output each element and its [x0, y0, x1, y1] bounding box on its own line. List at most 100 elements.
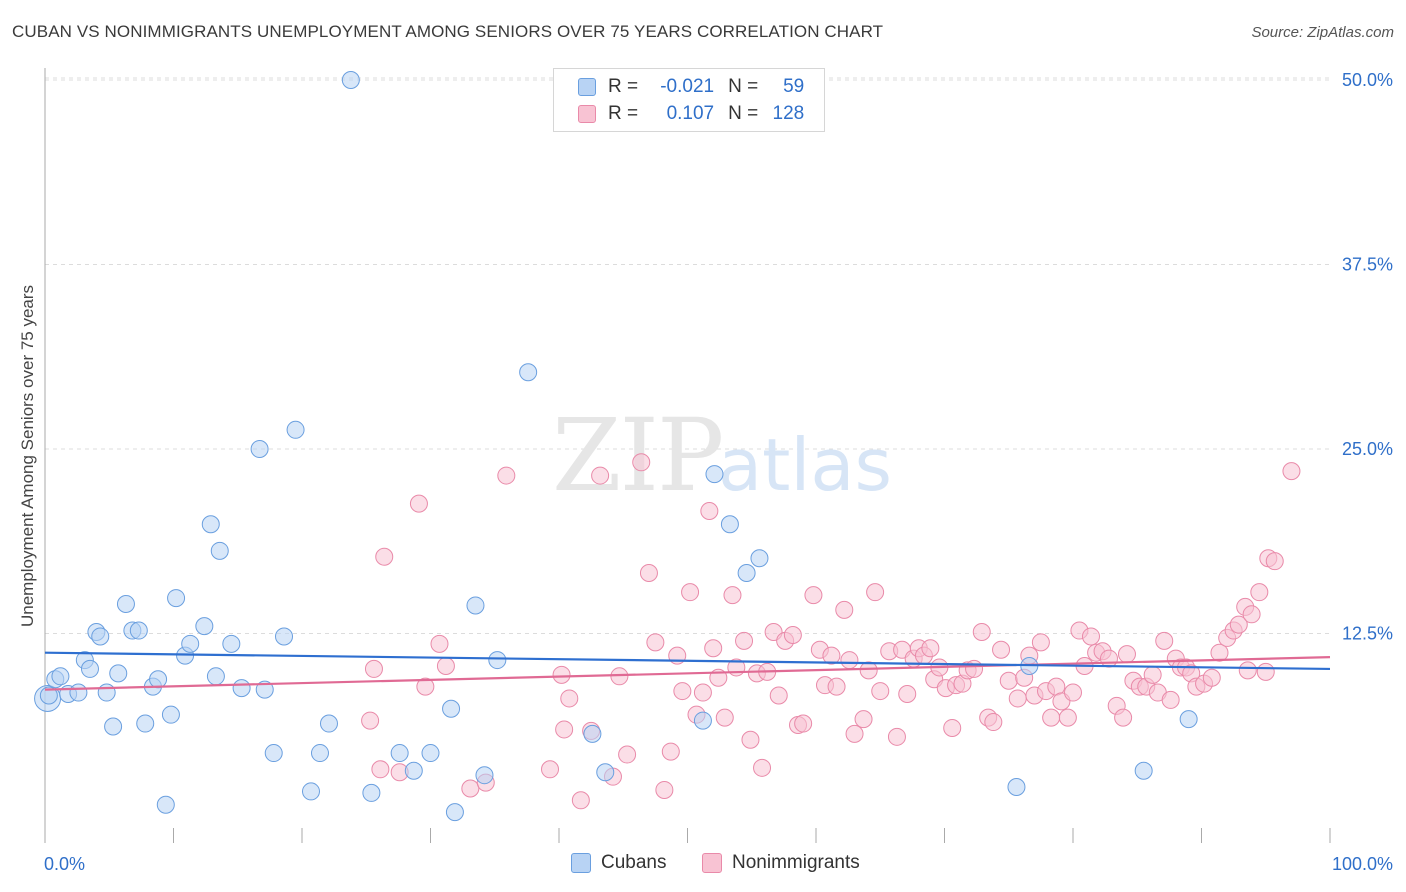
cubans-point	[109, 664, 128, 683]
cubans-point	[97, 683, 116, 702]
cubans-point	[136, 714, 155, 733]
cubans-point	[116, 594, 135, 613]
nonimmigrants-point	[827, 677, 846, 696]
nonimmigrants-point	[497, 466, 516, 485]
nonimmigrants-point	[735, 631, 754, 650]
cubans-point	[404, 761, 423, 780]
nonimmigrants-point	[1042, 708, 1061, 727]
nonimmigrants-point	[783, 625, 802, 644]
cubans-point	[1179, 710, 1198, 729]
r-label: R =	[608, 76, 639, 97]
nonimmigrants-point	[673, 682, 692, 701]
y-tick-label: 25.0%	[1342, 439, 1393, 459]
nonimmigrants-point	[859, 661, 878, 680]
cubans-point	[161, 705, 180, 724]
nonimmigrants-point	[541, 760, 560, 779]
cubans-point	[69, 683, 88, 702]
cubans-point	[250, 440, 269, 458]
cubans-point	[583, 724, 602, 743]
cubans-point	[319, 714, 338, 733]
nonimmigrants-point	[887, 727, 906, 746]
legend-row-nonimmigrants: R = 0.107 N = 128	[578, 101, 804, 127]
nonimmigrants-point	[854, 710, 873, 729]
y-axis-label: Unemployment Among Seniors over 75 years	[18, 284, 37, 628]
nonimmigrants-point	[1081, 627, 1100, 646]
correlation-legend: R = -0.021 N = 59 R = 0.107 N = 128	[553, 68, 825, 132]
nonimmigrants-point	[693, 683, 712, 702]
nonimmigrants-point	[1008, 689, 1027, 708]
cubans-point	[466, 596, 485, 615]
x-tick-label: 100.0%	[1332, 854, 1393, 874]
cubans-point	[222, 634, 241, 653]
cubans-point	[475, 766, 494, 785]
nonimmigrants-point	[1114, 708, 1133, 727]
n-label: N =	[728, 103, 759, 124]
cubans-point	[195, 617, 214, 636]
nonimmigrants-point	[436, 656, 455, 675]
nonimmigrants-point	[965, 659, 984, 678]
nonimmigrants-point	[972, 623, 991, 642]
cubans-point	[693, 711, 712, 730]
nonimmigrants-point	[371, 760, 390, 779]
cubans-point	[442, 699, 461, 718]
r-value: 0.107	[666, 103, 715, 124]
nonimmigrants-trend-line	[44, 656, 1331, 691]
cubans-point	[255, 680, 274, 699]
cubans-point	[720, 515, 739, 534]
cubans-point	[1134, 761, 1153, 780]
nonimmigrants-point	[804, 586, 823, 605]
nonimmigrants-point	[866, 583, 885, 602]
cubans-point	[421, 744, 440, 763]
nonimmigrants-point	[723, 586, 742, 605]
nonimmigrants-point	[794, 714, 813, 733]
nonimmigrants-point	[416, 677, 435, 696]
y-tick-label: 50.0%	[1342, 70, 1393, 90]
nonimmigrants-point	[984, 713, 1003, 732]
nonimmigrants-point	[1117, 645, 1136, 664]
nonimmigrants-point	[1229, 615, 1248, 634]
nonimmigrants-point	[375, 547, 394, 566]
cubans-point	[167, 589, 186, 608]
cubans-point	[51, 667, 70, 686]
cubans-point	[310, 744, 329, 763]
legend-label-nonimmigrants: Nonimmigrants	[732, 852, 860, 873]
nonimmigrants-point	[1242, 605, 1261, 624]
cubans-point	[275, 627, 294, 646]
nonimmigrants-point	[840, 651, 859, 670]
cubans-point	[362, 783, 381, 802]
source-label: Source: ZipAtlas.com	[1251, 24, 1394, 41]
cubans-point	[181, 634, 200, 653]
cubans-point	[390, 744, 409, 763]
nonimmigrants-point	[1155, 631, 1174, 650]
nonimmigrants-point	[361, 711, 380, 730]
nonimmigrants-point	[921, 639, 940, 658]
nonimmigrants-point	[1282, 462, 1301, 481]
cubans-point	[750, 549, 769, 568]
nonimmigrants-point	[835, 600, 854, 619]
nonimmigrants-point	[943, 718, 962, 737]
nonimmigrants-point	[461, 779, 480, 798]
cubans-point	[264, 744, 283, 763]
cubans-point	[80, 659, 99, 678]
nonimmigrants-point	[1256, 662, 1275, 681]
legend-item-cubans[interactable]: Cubans	[571, 852, 667, 874]
n-value: 59	[783, 76, 805, 97]
nonimmigrants-point	[715, 708, 734, 727]
nonimmigrants-point	[632, 453, 651, 472]
nonimmigrants-point	[704, 639, 723, 658]
nonimmigrants-point	[560, 689, 579, 708]
nonimmigrants-point	[1202, 668, 1221, 687]
cubans-point	[129, 621, 148, 640]
nonimmigrants-point	[898, 685, 917, 704]
legend-item-nonimmigrants[interactable]: Nonimmigrants	[702, 852, 860, 874]
cubans-point	[91, 627, 110, 646]
nonimmigrants-point	[1265, 552, 1284, 571]
nonimmigrants-point	[618, 745, 637, 764]
cubans-point	[596, 763, 615, 782]
nonimmigrants-point	[822, 646, 841, 665]
y-tick-labels: 12.5% 25.0% 37.5% 50.0%	[1342, 70, 1393, 644]
nonimmigrants-point	[700, 501, 719, 520]
nonimmigrants-point	[1210, 643, 1229, 662]
nonimmigrants-point	[1058, 708, 1077, 727]
